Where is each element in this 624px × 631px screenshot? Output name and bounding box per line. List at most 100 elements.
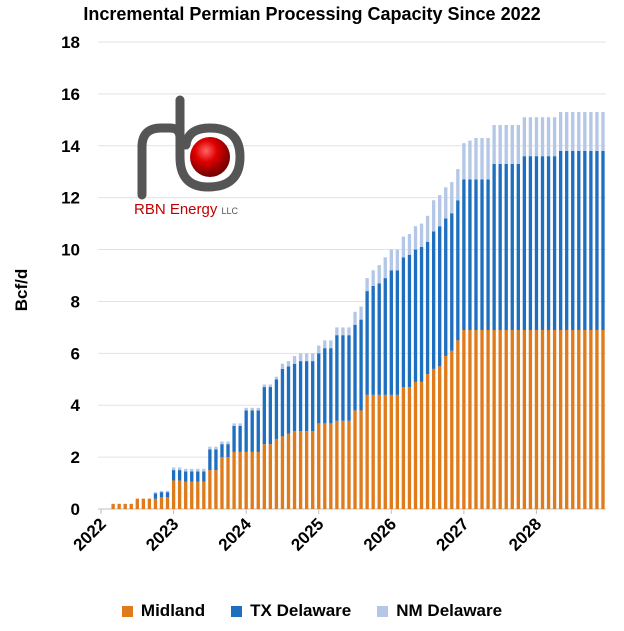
- bar-segment-midland: [304, 431, 309, 509]
- bar-segment-nm-delaware: [462, 143, 466, 180]
- bar-segment-tx-delaware: [347, 335, 351, 421]
- x-tick-label: 2028: [505, 514, 545, 554]
- bar-segment-nm-delaware: [250, 407, 254, 411]
- bar-segment-midland: [226, 457, 230, 509]
- bar-segment-midland: [159, 497, 164, 509]
- bar-segment-tx-delaware: [431, 231, 436, 369]
- bar-segment-tx-delaware: [395, 270, 400, 395]
- bar-segment-midland: [317, 423, 321, 509]
- bar-segment-tx-delaware: [516, 163, 520, 330]
- bar-segment-midland: [353, 410, 357, 509]
- bar-segment-nm-delaware: [504, 125, 508, 164]
- bar-segment-tx-delaware: [528, 156, 533, 330]
- bar-segment-midland: [311, 431, 315, 509]
- bar-segment-nm-delaware: [456, 169, 460, 201]
- bar-segment-midland: [141, 498, 146, 509]
- bar-segment-tx-delaware: [474, 179, 478, 330]
- bar-segment-tx-delaware: [159, 492, 164, 498]
- bar-segment-tx-delaware: [298, 361, 303, 432]
- bar-segment-nm-delaware: [558, 112, 563, 151]
- bar-segment-midland: [184, 481, 188, 509]
- bar-segment-midland: [498, 329, 502, 509]
- bar-segment-midland: [190, 481, 194, 509]
- bar-segment-nm-delaware: [220, 441, 224, 445]
- bar-segment-midland: [280, 436, 285, 509]
- bar-segment-midland: [474, 329, 478, 509]
- bar-segment-nm-delaware: [546, 117, 551, 157]
- bar-segment-tx-delaware: [450, 213, 454, 351]
- bar-segment-tx-delaware: [256, 410, 260, 452]
- bar-segment-midland: [117, 503, 121, 509]
- bar-segment-nm-delaware: [196, 468, 200, 472]
- bar-segment-nm-delaware: [552, 117, 557, 157]
- bar-segment-tx-delaware: [365, 291, 369, 395]
- bar-segment-midland: [456, 340, 460, 509]
- bar-segment-midland: [407, 387, 412, 509]
- bar-segment-midland: [244, 451, 248, 509]
- bar-segment-nm-delaware: [353, 311, 357, 325]
- bar-segment-nm-delaware: [425, 215, 430, 242]
- x-tick-label: 2026: [360, 514, 400, 554]
- bar-segment-tx-delaware: [589, 150, 593, 330]
- bar-segment-nm-delaware: [389, 249, 393, 271]
- x-tick-labels: 2022 2023 2024 2025 2026 2027 2028: [70, 509, 545, 555]
- y-tick-label: 6: [71, 344, 80, 363]
- bar-segment-midland: [365, 394, 369, 509]
- bar-segment-tx-delaware: [292, 363, 297, 432]
- bar-segment-midland: [341, 420, 345, 509]
- bar-segment-nm-delaware: [486, 137, 490, 180]
- bar-segment-midland: [214, 470, 218, 509]
- bar-segment-tx-delaware: [184, 471, 188, 482]
- bar-segment-tx-delaware: [190, 471, 194, 482]
- bar-segment-nm-delaware: [232, 423, 236, 426]
- bar-segment-tx-delaware: [504, 163, 508, 330]
- bar-segment-midland: [492, 329, 496, 509]
- bar-segment-nm-delaware: [190, 468, 194, 472]
- bar-segment-midland: [232, 451, 236, 509]
- bar-segment-nm-delaware: [522, 117, 527, 157]
- bar-segment-nm-delaware: [317, 345, 321, 354]
- bar-segment-midland: [401, 387, 406, 509]
- bar-segment-nm-delaware: [311, 353, 315, 362]
- rbn-energy-logo: [137, 95, 245, 200]
- bar-segment-nm-delaware: [262, 384, 266, 388]
- x-tick-label: 2025: [287, 514, 327, 554]
- bar-segment-tx-delaware: [492, 163, 496, 330]
- bar-segment-tx-delaware: [540, 156, 545, 330]
- y-tick-label: 12: [61, 189, 80, 208]
- bar-segment-nm-delaware: [480, 137, 484, 180]
- bar-segment-tx-delaware: [220, 444, 224, 458]
- y-tick-label: 0: [71, 500, 80, 519]
- bar-segment-tx-delaware: [552, 156, 557, 330]
- bar-segment-midland: [292, 431, 297, 509]
- bar-segment-midland: [486, 329, 490, 509]
- y-tick-label: 8: [71, 292, 80, 311]
- bar-segment-midland: [238, 451, 242, 509]
- bar-segment-tx-delaware: [232, 425, 236, 452]
- bar-segment-nm-delaware: [589, 112, 593, 151]
- bar-segment-tx-delaware: [462, 179, 466, 330]
- bar-segment-tx-delaware: [171, 470, 176, 481]
- bar-segment-tx-delaware: [304, 361, 309, 432]
- bar-segment-nm-delaware: [341, 327, 345, 336]
- bar-segment-nm-delaware: [359, 306, 363, 320]
- bar-segment-nm-delaware: [371, 270, 375, 286]
- bar-segment-midland: [431, 368, 436, 509]
- bar-segment-nm-delaware: [383, 257, 387, 279]
- legend-item: TX Delaware: [231, 601, 351, 621]
- legend-swatch: [231, 605, 243, 617]
- bar-segment-tx-delaware: [262, 387, 266, 445]
- bar-segment-midland: [522, 329, 527, 509]
- bar-segment-tx-delaware: [177, 470, 182, 481]
- bar-segment-nm-delaware: [419, 223, 424, 247]
- bar-segment-nm-delaware: [365, 278, 369, 292]
- bar-segment-nm-delaware: [244, 407, 248, 411]
- bar-segment-nm-delaware: [540, 117, 545, 157]
- bar-segment-tx-delaware: [250, 410, 254, 452]
- bar-segment-nm-delaware: [601, 112, 605, 151]
- y-tick-label: 4: [71, 396, 81, 415]
- bar-segment-tx-delaware: [456, 200, 460, 341]
- bar-segment-tx-delaware: [323, 348, 327, 424]
- bar-segment-tx-delaware: [444, 218, 448, 356]
